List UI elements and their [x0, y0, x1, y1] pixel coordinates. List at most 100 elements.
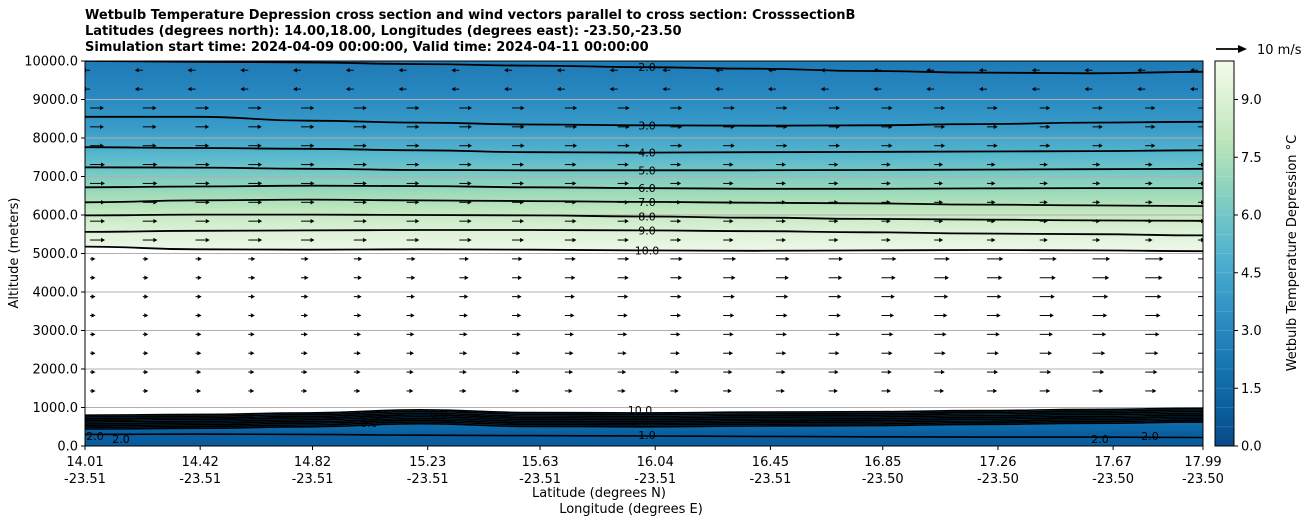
colorbar-tick-label: 1.5 — [1241, 382, 1262, 397]
wind-vector-head — [304, 313, 309, 318]
wind-vector-head — [187, 68, 192, 73]
wind-vector-head — [1046, 105, 1051, 111]
wind-vector-head — [517, 313, 522, 318]
wind-vector-head — [675, 351, 680, 356]
wind-vector-head — [468, 143, 472, 148]
colorbar-gradient — [1215, 61, 1234, 446]
wind-vector-head — [1043, 200, 1048, 205]
wind-vector-head — [939, 181, 944, 186]
wind-vector-head — [572, 237, 577, 243]
y-tick-label: 4000.0 — [33, 286, 79, 301]
contour-label-3.0: 3.0 — [638, 119, 656, 132]
wind-vector-head — [144, 369, 149, 375]
boundary-label: 2.0 — [631, 415, 649, 428]
wind-vector-head — [993, 105, 998, 111]
colorbar-tick-label: 6.0 — [1241, 209, 1262, 224]
wind-vector-head — [467, 200, 472, 205]
wind-vector-head — [415, 181, 420, 186]
y-tick-label: 9000.0 — [33, 93, 79, 108]
wind-vector-head — [889, 332, 894, 337]
wind-vector-head — [838, 256, 843, 262]
wind-vector-head — [258, 218, 263, 224]
wind-vector-head — [729, 237, 734, 243]
wind-vector-head — [941, 143, 946, 148]
wind-vector-head — [782, 351, 787, 356]
wind-vector-head — [153, 200, 158, 205]
wind-vector-head — [411, 256, 416, 262]
wind-vector-head — [571, 275, 576, 280]
wind-vector-head — [258, 200, 263, 205]
wind-vector-head — [356, 351, 361, 356]
wind-vector-head — [1098, 105, 1103, 111]
wind-vector-head — [572, 200, 577, 205]
wind-vector-head — [556, 86, 561, 92]
wind-vector-head — [415, 124, 420, 130]
wind-vector-head — [573, 143, 578, 148]
wind-vector-head — [293, 86, 298, 92]
wind-vector-head — [415, 143, 420, 148]
wind-vector-head — [784, 294, 789, 299]
wind-vector-head — [101, 181, 105, 186]
x-tick-label-lon: -23.51 — [519, 472, 561, 487]
boundary-label: 2.0 — [112, 433, 130, 446]
wind-vector-head — [781, 237, 786, 243]
wind-vector-head — [678, 124, 683, 130]
wind-vector-head — [250, 332, 255, 337]
y-tick-label: 2000.0 — [33, 363, 79, 378]
wind-vector-head — [1151, 105, 1156, 111]
wind-vector-head — [310, 200, 315, 205]
wind-vector-head — [978, 68, 983, 73]
wind-vector-head — [153, 181, 158, 186]
wind-vector-head — [197, 351, 202, 356]
contour-label-4.0: 4.0 — [638, 147, 656, 160]
wind-vector-head — [1046, 143, 1051, 148]
colorbar: 0.0 1.5 3.0 4.5 6.0 7.5 9.0 Wetbulb Temperatur… — [1214, 60, 1300, 455]
wind-vector-head — [504, 86, 509, 92]
wind-vector-head — [91, 332, 96, 337]
wind-vector-head — [729, 332, 734, 337]
wind-vector-head — [729, 181, 734, 186]
wind-vector-head — [411, 275, 416, 280]
wind-vector-head — [520, 124, 525, 130]
wind-vector-head — [1046, 124, 1051, 130]
wind-vector-head — [624, 218, 629, 224]
boundary-label: 0.0 — [360, 417, 378, 430]
wind-vector-head — [101, 218, 105, 224]
wind-vector-head — [941, 351, 946, 356]
contour-labels: 2.0 3.0 4.0 5.0 6.07.0 8.09.0 10.0 10.0 0.0 0.0 1.… — [86, 61, 1159, 446]
wind-vector-head — [1148, 181, 1153, 186]
wind-vector-head — [410, 294, 415, 299]
wind-vector-head — [250, 313, 255, 318]
wind-vector-head — [467, 218, 472, 224]
wind-vector-head — [834, 200, 839, 205]
x-tick-label-lon: -23.50 — [1182, 472, 1224, 487]
boundary-label: 10.0 — [628, 404, 653, 417]
boundary-contour — [85, 414, 1203, 423]
wind-vector-head — [520, 200, 525, 205]
wind-vector-head — [572, 218, 577, 224]
wind-vector-head — [1101, 351, 1106, 356]
boundary-label: 0.0 — [430, 408, 448, 421]
wind-vector-head — [836, 313, 841, 318]
wind-vector-head — [569, 369, 574, 375]
wind-vector-head — [677, 181, 682, 186]
boundary-contour — [85, 410, 1203, 420]
x-tick-label-lon: -23.51 — [179, 472, 221, 487]
wind-vector-head — [1148, 200, 1153, 205]
wind-vector-head — [887, 388, 892, 394]
wind-vector-head — [833, 388, 838, 394]
wind-vector-head — [1156, 313, 1161, 318]
contour-line-9.0 — [85, 229, 1203, 237]
wind-vector-head — [362, 105, 367, 111]
wind-vector-head — [573, 105, 578, 111]
wind-vector-head — [836, 332, 841, 337]
wind-vector-head — [834, 237, 839, 243]
wind-vector-head — [780, 388, 785, 394]
wind-vector-head — [303, 369, 308, 375]
x-tick-label-lon: -23.51 — [407, 472, 449, 487]
wind-vector-head — [835, 351, 840, 356]
wind-vector-head — [415, 162, 420, 167]
wind-vector-head — [834, 218, 839, 224]
x-tick-label-lon: -23.51 — [634, 472, 676, 487]
wind-vector-head — [678, 105, 683, 111]
